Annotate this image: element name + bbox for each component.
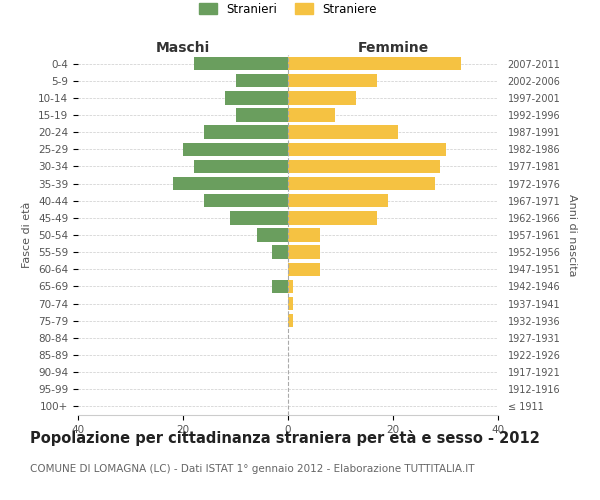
Bar (288, 246, 320, 259)
Bar (193, 160, 288, 173)
Bar (288, 160, 440, 173)
Bar (288, 211, 377, 224)
Y-axis label: Anni di nascita: Anni di nascita (567, 194, 577, 276)
Bar (288, 177, 435, 190)
Bar (288, 91, 356, 104)
Bar (272, 280, 288, 293)
Bar (257, 228, 288, 241)
Bar (288, 194, 388, 207)
Text: Popolazione per cittadinanza straniera per età e sesso - 2012: Popolazione per cittadinanza straniera p… (30, 430, 540, 446)
Bar (288, 108, 335, 122)
Legend: Stranieri, Straniere: Stranieri, Straniere (194, 0, 382, 20)
Bar (288, 314, 293, 328)
Bar (272, 246, 288, 259)
Bar (288, 126, 398, 139)
Bar (173, 177, 288, 190)
Bar (193, 57, 288, 70)
Bar (225, 91, 288, 104)
Bar (235, 74, 288, 88)
Bar (288, 228, 320, 241)
Bar (288, 57, 461, 70)
Bar (288, 297, 293, 310)
Bar (183, 142, 288, 156)
Bar (288, 280, 293, 293)
Bar (288, 142, 445, 156)
Text: COMUNE DI LOMAGNA (LC) - Dati ISTAT 1° gennaio 2012 - Elaborazione TUTTITALIA.IT: COMUNE DI LOMAGNA (LC) - Dati ISTAT 1° g… (30, 464, 475, 474)
Bar (288, 74, 377, 88)
Text: Femmine: Femmine (358, 41, 428, 55)
Bar (230, 211, 288, 224)
Text: Maschi: Maschi (156, 41, 210, 55)
Bar (204, 194, 288, 207)
Bar (235, 108, 288, 122)
Bar (288, 262, 320, 276)
Bar (204, 126, 288, 139)
Y-axis label: Fasce di età: Fasce di età (22, 202, 32, 268)
